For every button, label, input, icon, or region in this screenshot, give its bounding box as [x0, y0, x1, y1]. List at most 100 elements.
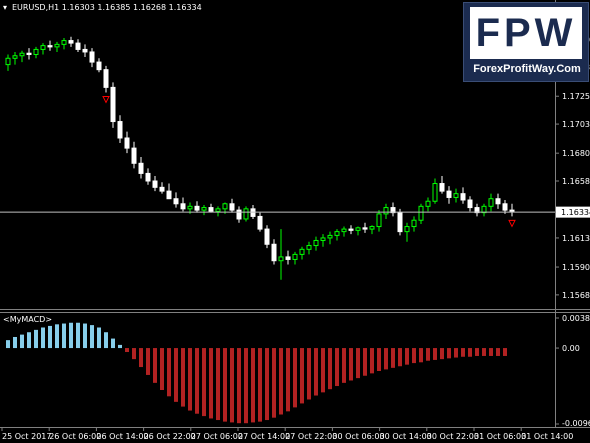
price-tick-label: 1.16580 [562, 177, 590, 186]
candle [376, 210, 382, 232]
candle [264, 225, 270, 249]
macd-bar [447, 348, 451, 359]
macd-bar [13, 336, 17, 349]
macd-bar [209, 348, 213, 419]
candle [390, 202, 396, 217]
candle [299, 246, 305, 260]
indicator-label[interactable]: <MyMACD> [3, 315, 52, 324]
macd-bar [342, 348, 346, 383]
macd-bar [139, 348, 143, 368]
macd-bar [111, 338, 115, 349]
candle [89, 48, 95, 68]
macd-tick-label: 0.0038 [562, 314, 590, 323]
candle [173, 192, 179, 208]
macd-bar [398, 348, 402, 367]
candle [292, 251, 298, 265]
candle [446, 186, 452, 204]
macd-bar [314, 348, 318, 396]
time-tick-label: 30 Oct 22:00 [427, 432, 479, 441]
candle [488, 193, 494, 212]
macd-bar [468, 348, 472, 357]
symbol-header: EURUSD,H1 1.16303 1.16385 1.16268 1.1633… [12, 3, 202, 12]
candle [54, 41, 60, 52]
macd-bar [419, 348, 423, 363]
time-tick-label: 27 Oct 06:00 [191, 432, 243, 441]
candle [397, 208, 403, 236]
price-tick-label: 1.15900 [562, 263, 590, 272]
macd-bar [27, 332, 31, 349]
candle [82, 44, 88, 58]
candle [19, 50, 25, 63]
logo-url: ForexProfitWay.Com [473, 63, 581, 75]
macd-bar [454, 348, 458, 358]
macd-bar [216, 348, 220, 421]
macd-histogram [6, 322, 507, 424]
candle [313, 236, 319, 251]
candle [47, 40, 53, 51]
candle [257, 212, 263, 232]
macd-bar [48, 325, 52, 349]
price-tick-label: 1.17030 [562, 120, 590, 129]
candle [215, 206, 221, 217]
macd-bar [300, 348, 304, 404]
macd-bar [461, 348, 465, 357]
macd-bar [6, 340, 10, 349]
candle [124, 131, 130, 154]
macd-bar [69, 322, 73, 349]
candle [278, 229, 284, 280]
macd-bar [258, 348, 262, 422]
symbol-header-arrow-icon[interactable]: ▾ [3, 3, 7, 12]
logo-badge: FPW [470, 7, 582, 59]
candle [33, 46, 39, 59]
macd-axis[interactable]: 0.0038 0.00 -0.0096 [555, 314, 590, 428]
macd-bar [132, 348, 136, 360]
time-tick-label: 27 Oct 22:00 [285, 432, 337, 441]
time-tick-label: 27 Oct 14:00 [238, 432, 290, 441]
macd-bar [146, 348, 150, 375]
macd-bar [335, 348, 339, 387]
candle [138, 156, 144, 179]
candle [495, 193, 501, 209]
time-tick-label: 31 Oct 06:00 [474, 432, 526, 441]
macd-bar [223, 348, 227, 422]
candle [383, 203, 389, 219]
macd-bar [20, 334, 24, 349]
macd-bar [363, 348, 367, 376]
candle [334, 229, 340, 241]
candle [5, 54, 11, 71]
candle [131, 141, 137, 169]
candle [201, 205, 207, 216]
candle [341, 226, 347, 237]
macd-bar [174, 348, 178, 402]
macd-bar [412, 348, 416, 364]
candle [26, 48, 32, 60]
candle [180, 197, 186, 212]
candle [320, 234, 326, 247]
macd-bar [503, 348, 507, 356]
candle [194, 201, 200, 213]
candle [145, 168, 151, 185]
macd-bar [244, 348, 248, 424]
macd-bar [251, 348, 255, 423]
macd-bar [41, 327, 45, 349]
candle [271, 239, 277, 265]
candle [425, 197, 431, 212]
candle [306, 241, 312, 255]
candle [166, 183, 172, 200]
time-tick-label: 31 Oct 14:00 [521, 432, 573, 441]
candle [502, 199, 508, 214]
candle [404, 222, 410, 242]
macd-bar [496, 348, 500, 356]
time-tick-label: 30 Oct 06:00 [332, 432, 384, 441]
candle [418, 203, 424, 225]
macd-bar [265, 348, 269, 421]
candle [348, 225, 354, 235]
macd-bar [230, 348, 234, 423]
candle [236, 206, 242, 223]
candle [103, 65, 109, 93]
candle [355, 226, 361, 236]
macd-bar [90, 325, 94, 349]
